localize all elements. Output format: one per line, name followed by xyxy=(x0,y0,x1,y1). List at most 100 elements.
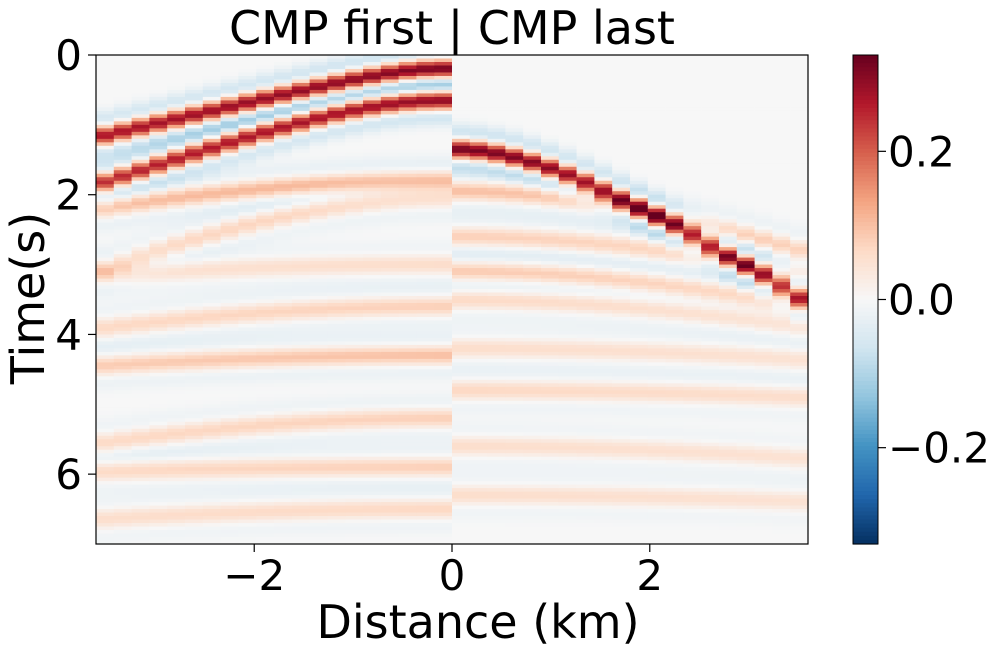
heatmap-cell xyxy=(523,428,542,433)
heatmap-cell xyxy=(416,268,435,273)
heatmap-cell xyxy=(576,390,595,395)
heatmap-cell xyxy=(612,282,631,287)
heatmap-cell xyxy=(185,93,204,98)
heatmap-cell xyxy=(523,348,542,353)
heatmap-cell xyxy=(113,400,133,405)
heatmap-cell xyxy=(469,425,489,430)
heatmap-cell xyxy=(505,201,524,206)
heatmap-cell xyxy=(576,93,595,98)
heatmap-cell xyxy=(185,302,204,308)
heatmap-cell xyxy=(238,149,257,154)
heatmap-cell xyxy=(256,484,275,489)
heatmap-cell xyxy=(327,449,346,454)
heatmap-cell xyxy=(327,180,346,185)
heatmap-cell xyxy=(523,149,542,154)
heatmap-cell xyxy=(202,460,222,465)
heatmap-cell xyxy=(131,191,150,196)
heatmap-cell xyxy=(149,421,168,426)
heatmap-cell xyxy=(505,264,524,269)
heatmap-cell xyxy=(113,68,133,74)
heatmap-cell xyxy=(149,289,168,294)
heatmap-cell xyxy=(434,393,453,398)
heatmap-cell xyxy=(487,327,506,332)
heatmap-cell xyxy=(416,372,435,377)
heatmap-cell xyxy=(523,236,542,241)
heatmap-cell xyxy=(149,526,168,531)
heatmap-cell xyxy=(719,219,738,224)
heatmap-cell xyxy=(274,243,293,248)
heatmap-cell xyxy=(434,502,453,507)
heatmap-cell xyxy=(131,75,150,81)
heatmap-cell xyxy=(523,177,542,182)
heatmap-cell xyxy=(363,509,382,514)
heatmap-cell xyxy=(558,337,578,343)
heatmap-cell xyxy=(647,75,667,81)
heatmap-cell xyxy=(149,285,168,290)
heatmap-cell xyxy=(701,435,720,440)
heatmap-cell xyxy=(167,170,186,175)
heatmap-cell xyxy=(256,191,275,196)
heatmap-cell xyxy=(238,456,257,461)
heatmap-cell xyxy=(113,344,133,349)
heatmap-cell xyxy=(594,145,613,150)
heatmap-cell xyxy=(202,135,222,140)
heatmap-cell xyxy=(327,505,346,510)
heatmap-cell xyxy=(345,138,364,143)
heatmap-cell xyxy=(594,516,613,521)
heatmap-cell xyxy=(558,348,578,353)
heatmap-cell xyxy=(113,453,133,458)
heatmap-cell xyxy=(363,526,382,531)
heatmap-cell xyxy=(398,540,417,545)
heatmap-cell xyxy=(452,358,471,363)
heatmap-cell xyxy=(523,330,542,336)
heatmap-cell xyxy=(452,327,471,332)
heatmap-cell xyxy=(701,386,720,391)
heatmap-cell xyxy=(452,386,471,391)
heatmap-cell xyxy=(291,82,311,88)
heatmap-cell xyxy=(452,512,471,517)
heatmap-cell xyxy=(665,481,684,486)
heatmap-cell xyxy=(131,187,150,192)
heatmap-cell xyxy=(665,103,684,108)
heatmap-cell xyxy=(113,128,133,133)
heatmap-cell xyxy=(238,523,257,528)
heatmap-cell xyxy=(202,201,222,206)
heatmap-cell xyxy=(558,243,578,248)
heatmap-cell xyxy=(149,89,168,95)
heatmap-cell xyxy=(327,264,346,269)
heatmap-cell xyxy=(345,233,364,238)
heatmap-cell xyxy=(220,131,239,136)
heatmap-cell xyxy=(327,379,346,384)
heatmap-cell xyxy=(274,177,293,182)
heatmap-cell xyxy=(327,400,346,405)
heatmap-cell xyxy=(505,523,524,528)
heatmap-cell xyxy=(345,477,364,482)
heatmap-cell xyxy=(238,498,257,503)
heatmap-cell xyxy=(96,439,115,444)
heatmap-cell xyxy=(416,432,435,437)
heatmap-cell xyxy=(256,93,275,98)
heatmap-cell xyxy=(683,89,702,95)
heatmap-cell xyxy=(327,327,346,332)
heatmap-cell xyxy=(576,435,595,440)
heatmap-cell xyxy=(167,460,186,465)
heatmap-cell xyxy=(345,516,364,521)
heatmap-cell xyxy=(630,474,649,479)
heatmap-cell xyxy=(612,358,631,363)
heatmap-cell xyxy=(469,166,489,171)
heatmap-cell xyxy=(541,372,560,377)
heatmap-cell xyxy=(434,289,453,294)
heatmap-cell xyxy=(630,145,649,150)
heatmap-cell xyxy=(505,477,524,482)
heatmap-cell xyxy=(345,86,364,91)
heatmap-cell xyxy=(238,351,257,356)
heatmap-cell xyxy=(149,498,168,503)
heatmap-cell xyxy=(558,302,578,308)
heatmap-cell xyxy=(647,282,667,287)
heatmap-cell xyxy=(96,519,115,524)
heatmap-cell xyxy=(452,135,471,140)
heatmap-cell xyxy=(398,86,417,91)
heatmap-cell xyxy=(701,257,720,262)
heatmap-cell xyxy=(647,173,667,178)
heatmap-cell xyxy=(541,463,560,468)
